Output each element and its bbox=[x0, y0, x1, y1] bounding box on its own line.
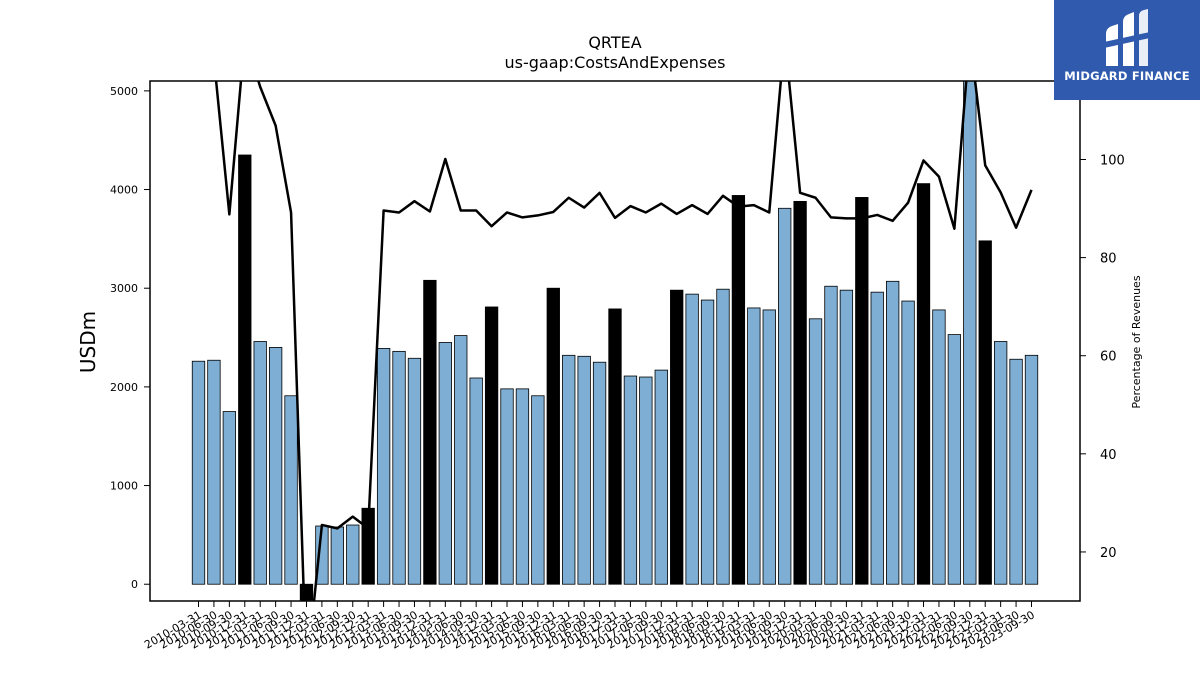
bar-2016-12-31 bbox=[608, 308, 622, 585]
y2-axis-label: Percentage of Revenues bbox=[1130, 275, 1143, 408]
plot-area bbox=[191, 81, 1039, 601]
bar-2015-06-30 bbox=[515, 388, 530, 585]
bar-2014-06-30 bbox=[454, 335, 468, 585]
y-tick-label: 2000 bbox=[110, 381, 138, 394]
bar-2019-09-30 bbox=[778, 207, 792, 585]
bar-2014-09-30 bbox=[469, 377, 483, 585]
bar-2020-12-31 bbox=[855, 197, 869, 585]
percentage-line bbox=[214, 81, 1033, 601]
bar-2018-09-30 bbox=[716, 288, 730, 585]
bar-2016-09-30 bbox=[592, 361, 607, 585]
bar-2021-06-30 bbox=[886, 280, 900, 585]
y-tick-label: 0 bbox=[131, 578, 138, 591]
bar-2012-09-30 bbox=[346, 524, 360, 585]
bar-2010-06-30 bbox=[207, 359, 221, 585]
y-tick-label: 3000 bbox=[110, 282, 138, 295]
bar-2020-09-30 bbox=[839, 289, 854, 585]
bar-2013-09-30 bbox=[407, 357, 422, 585]
bar-2022-03-31 bbox=[932, 309, 946, 585]
bar-2011-03-31 bbox=[253, 341, 267, 585]
y2-tick-label: 20 bbox=[1100, 546, 1117, 561]
bar-2023-03-31 bbox=[994, 341, 1008, 585]
bar-2016-03-31 bbox=[562, 354, 576, 585]
y-tick-label: 5000 bbox=[110, 85, 138, 98]
bar-2021-12-31 bbox=[916, 183, 931, 585]
bar-2010-09-30 bbox=[222, 411, 237, 585]
bar-2015-12-31 bbox=[546, 287, 560, 585]
y2-tick-label: 60 bbox=[1100, 350, 1117, 365]
chart-title: QRTEA bbox=[588, 33, 641, 52]
bar-2022-09-30 bbox=[963, 81, 977, 585]
bar-2023-06-30 bbox=[1009, 358, 1023, 585]
bar-2014-03-31 bbox=[438, 342, 452, 585]
bar-2021-09-30 bbox=[901, 300, 915, 585]
bar-2010-03-31 bbox=[191, 360, 206, 585]
y2-tick-label: 40 bbox=[1100, 448, 1117, 463]
bar-2012-06-30 bbox=[330, 526, 344, 585]
bar-2017-03-31 bbox=[623, 375, 638, 585]
bar-2015-09-30 bbox=[531, 395, 545, 585]
y-axis-label: USDm bbox=[76, 311, 100, 373]
bar-2017-06-30 bbox=[639, 376, 653, 585]
bar-2017-12-31 bbox=[670, 289, 684, 585]
bar-2010-12-31 bbox=[238, 154, 252, 585]
bar-2019-03-31 bbox=[747, 307, 761, 585]
y2-tick-label: 80 bbox=[1100, 252, 1117, 267]
bar-2013-12-31 bbox=[423, 279, 437, 585]
bar-2022-06-30 bbox=[947, 334, 962, 585]
bar-2015-03-31 bbox=[500, 388, 514, 585]
bar-2014-12-31 bbox=[484, 306, 499, 585]
bar-2020-03-31 bbox=[808, 318, 823, 585]
bar-2018-03-31 bbox=[685, 293, 699, 585]
logo-text: MIDGARD FINANCE bbox=[1064, 69, 1190, 83]
y-tick-label: 4000 bbox=[110, 184, 138, 197]
bar-2013-03-31 bbox=[376, 347, 391, 585]
bar-2017-09-30 bbox=[654, 369, 668, 585]
bar-2023-09-30 bbox=[1024, 354, 1039, 585]
bar-2011-06-30 bbox=[268, 347, 283, 585]
bar-2011-09-30 bbox=[284, 395, 298, 585]
chart-subtitle: us-gaap:CostsAndExpenses bbox=[505, 53, 726, 72]
logo-mark-icon bbox=[1104, 9, 1150, 66]
bar-2011-12-31 bbox=[299, 583, 314, 601]
company-logo: MIDGARD FINANCE bbox=[1054, 0, 1200, 100]
bar-2018-06-30 bbox=[700, 299, 715, 585]
bar-2019-06-30 bbox=[762, 309, 776, 585]
y2-tick-label: 100 bbox=[1100, 153, 1125, 168]
axes: 010002000300040005000204060801002010-03-… bbox=[110, 85, 1125, 652]
bar-2016-06-30 bbox=[577, 355, 591, 585]
bar-2022-12-31 bbox=[978, 240, 992, 585]
bar-2013-06-30 bbox=[392, 350, 406, 585]
bar-2018-12-31 bbox=[731, 195, 746, 585]
bar-2021-03-31 bbox=[870, 291, 884, 585]
bar-2019-12-31 bbox=[793, 200, 807, 585]
y-tick-label: 1000 bbox=[110, 480, 138, 493]
bar-2020-06-30 bbox=[824, 285, 838, 585]
